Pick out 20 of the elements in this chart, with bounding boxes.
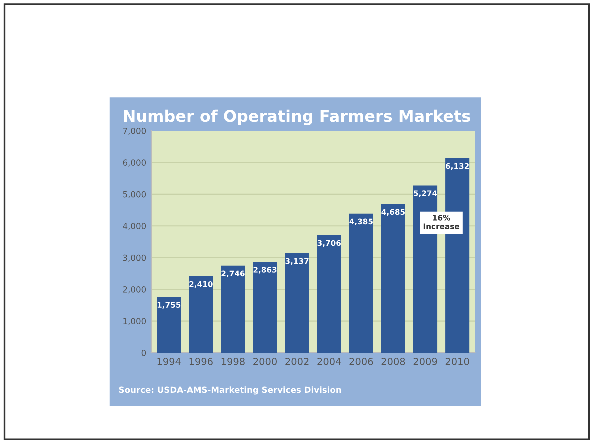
y-tick-label: 0 (142, 350, 146, 356)
y-tick-label: 2,000 (123, 286, 146, 294)
x-tick-label: 2000 (254, 358, 277, 366)
chart-title: Number of Operating Farmers Markets (124, 110, 470, 126)
x-tick-label: 2006 (350, 358, 374, 366)
y-tick-label: 1,000 (124, 318, 146, 326)
y-tick-label: 7,000 (123, 128, 146, 136)
x-tick-label: 1996 (190, 358, 213, 366)
x-tick-label: 1994 (158, 358, 181, 366)
y-tick-label: 4,000 (123, 223, 146, 230)
x-tick-label: 2008 (382, 358, 406, 366)
y-tick-label: 6,000 (123, 160, 146, 167)
x-tick-label: 2010 (446, 358, 470, 366)
source-note: Source: USDA-AMS-Marketing Services Division (119, 386, 342, 395)
y-tick-label: 3,000 (123, 254, 146, 262)
x-tick-label: 2002 (286, 358, 309, 366)
x-tick-label: 2004 (318, 358, 342, 366)
y-tick-label: 5,000 (123, 191, 146, 199)
x-tick-label: 2009 (414, 358, 438, 366)
x-tick-label: 1998 (222, 358, 245, 366)
